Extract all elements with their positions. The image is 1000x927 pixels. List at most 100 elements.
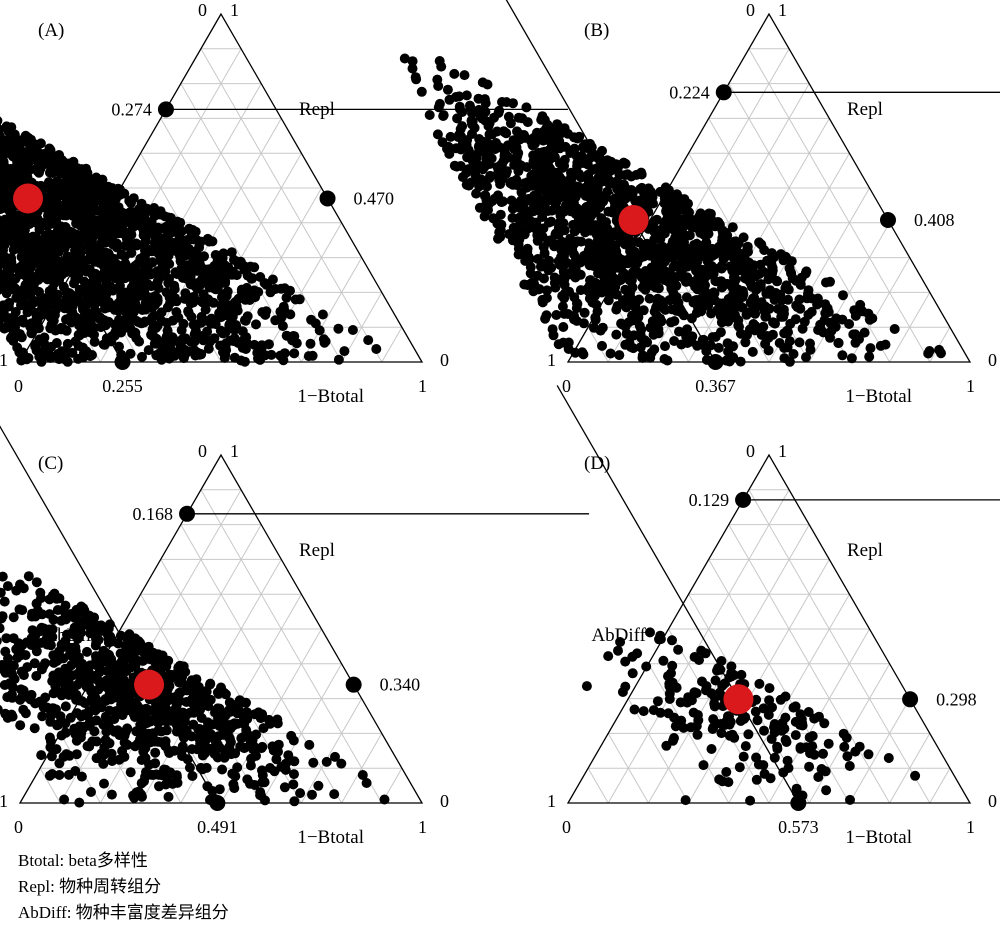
data-point [677, 254, 688, 265]
data-point [186, 694, 197, 705]
data-point [147, 292, 158, 303]
data-point [0, 315, 1, 322]
data-point [625, 246, 636, 257]
data-point [189, 329, 200, 340]
data-point [707, 251, 718, 262]
panel-label: (C) [38, 453, 63, 474]
grid-line [929, 767, 951, 804]
data-point [629, 309, 640, 320]
data-point [470, 169, 481, 180]
data-point [686, 243, 697, 254]
data-point [228, 266, 238, 277]
data-point [712, 305, 723, 316]
data-point [162, 683, 173, 694]
data-point [69, 278, 79, 289]
data-point [125, 198, 136, 209]
data-point [109, 213, 120, 224]
data-point [192, 319, 202, 330]
data-point [179, 725, 189, 736]
data-point [457, 172, 468, 183]
data-point [445, 131, 456, 142]
data-point [698, 242, 709, 253]
data-point [241, 697, 251, 708]
data-point [682, 338, 693, 348]
data-point [122, 678, 133, 689]
data-point [139, 239, 150, 250]
data-point [646, 347, 657, 358]
data-point [78, 286, 89, 297]
data-point [399, 53, 410, 64]
data-point [257, 741, 268, 752]
data-point [666, 317, 676, 328]
data-point [183, 260, 193, 271]
data-point [537, 297, 548, 308]
data-point [285, 309, 296, 320]
data-point [71, 749, 82, 760]
data-point [125, 767, 136, 778]
data-point [613, 160, 624, 171]
data-point [634, 249, 645, 260]
data-point [546, 216, 557, 227]
data-point [771, 275, 782, 286]
data-point [11, 585, 22, 596]
data-point [85, 205, 96, 216]
data-point [236, 355, 246, 366]
data-point [247, 273, 258, 284]
data-point [616, 318, 627, 329]
data-point [199, 251, 209, 262]
data-point [317, 309, 328, 320]
data-point [9, 129, 20, 140]
data-point [542, 285, 552, 296]
data-point [730, 274, 741, 285]
data-point [96, 620, 107, 631]
data-point [527, 140, 538, 151]
data-point [477, 164, 488, 175]
data-point [321, 756, 332, 767]
data-point [848, 329, 859, 340]
data-point [495, 232, 506, 242]
axis-title-repl: Repl [299, 540, 335, 561]
data-point [507, 235, 518, 246]
data-point [229, 254, 239, 265]
data-point [60, 727, 71, 738]
data-point [718, 298, 729, 309]
data-point [550, 282, 561, 293]
data-point [574, 131, 585, 142]
data-point [560, 246, 571, 257]
scatter-points [399, 53, 946, 367]
data-point [626, 293, 636, 304]
data-point [585, 280, 596, 291]
data-point [681, 292, 692, 303]
data-point [114, 754, 125, 765]
data-point [65, 712, 76, 723]
axis-title-repl: Repl [299, 99, 335, 120]
data-point [557, 301, 568, 312]
centroid-point [618, 205, 649, 236]
data-point [197, 764, 208, 775]
data-point [268, 745, 279, 756]
data-point [90, 693, 101, 704]
data-point [86, 253, 97, 264]
data-point [256, 790, 266, 801]
grid-line [708, 559, 850, 804]
value-abdiff: 0.274 [111, 99, 152, 119]
data-point [22, 256, 33, 267]
data-point [180, 680, 191, 691]
data-point [333, 323, 344, 334]
data-point [98, 339, 109, 350]
data-point [29, 658, 40, 669]
data-point [76, 771, 87, 782]
data-point [644, 293, 655, 304]
data-point [432, 129, 443, 140]
data-point [496, 219, 507, 230]
data-point [74, 797, 85, 808]
data-point [60, 636, 71, 647]
data-point [569, 143, 580, 154]
data-point [86, 716, 97, 727]
data-point [661, 222, 672, 233]
data-point [635, 184, 646, 194]
repl-marker [345, 676, 362, 693]
data-point [11, 644, 22, 655]
data-point [0, 623, 5, 634]
data-point [514, 215, 525, 226]
